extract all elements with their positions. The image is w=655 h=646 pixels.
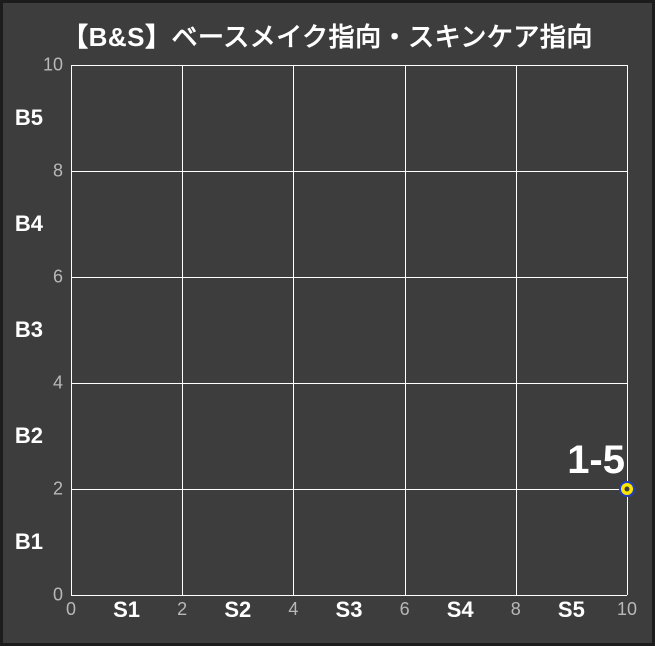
x-tick-label: 0 <box>66 599 76 620</box>
x-tick-label: 2 <box>177 599 187 620</box>
x-category-label: S4 <box>447 597 474 623</box>
x-category-label: S1 <box>113 597 140 623</box>
gridline-vertical <box>516 65 517 595</box>
y-category-label: B2 <box>3 423 43 449</box>
y-tick-label: 8 <box>3 161 63 182</box>
plot-area: 1-5 <box>71 65 627 595</box>
gridline-horizontal <box>71 383 627 384</box>
chart-title: 【B&S】ベースメイク指向・スキンケア指向 <box>3 17 652 54</box>
x-tick-label: 10 <box>617 599 637 620</box>
x-category-label: S5 <box>558 597 585 623</box>
gridline-vertical <box>405 65 406 595</box>
chart-frame: 【B&S】ベースメイク指向・スキンケア指向 1-5 0 2 4 6 8 10 0 2 4 6 8 10… <box>0 0 655 646</box>
gridline-horizontal <box>71 595 627 596</box>
gridline-vertical <box>293 65 294 595</box>
y-category-label: B3 <box>3 317 43 343</box>
gridline-horizontal <box>71 277 627 278</box>
y-category-label: B4 <box>3 211 43 237</box>
y-tick-label: 2 <box>3 479 63 500</box>
x-category-label: S3 <box>336 597 363 623</box>
gridline-horizontal <box>71 65 627 66</box>
gridline-horizontal <box>71 489 627 490</box>
y-tick-label: 0 <box>3 585 63 606</box>
data-point-label: 1-5 <box>567 438 625 483</box>
x-tick-label: 4 <box>288 599 298 620</box>
y-tick-label: 10 <box>3 55 63 76</box>
y-category-label: B5 <box>3 105 43 131</box>
gridline-vertical <box>627 65 628 595</box>
data-point <box>619 481 635 497</box>
y-tick-label: 6 <box>3 267 63 288</box>
y-category-label: B1 <box>3 529 43 555</box>
y-tick-label: 4 <box>3 373 63 394</box>
gridline-horizontal <box>71 171 627 172</box>
x-tick-label: 6 <box>400 599 410 620</box>
gridline-vertical <box>182 65 183 595</box>
gridline-vertical <box>71 65 72 595</box>
x-tick-label: 8 <box>511 599 521 620</box>
x-category-label: S2 <box>224 597 251 623</box>
